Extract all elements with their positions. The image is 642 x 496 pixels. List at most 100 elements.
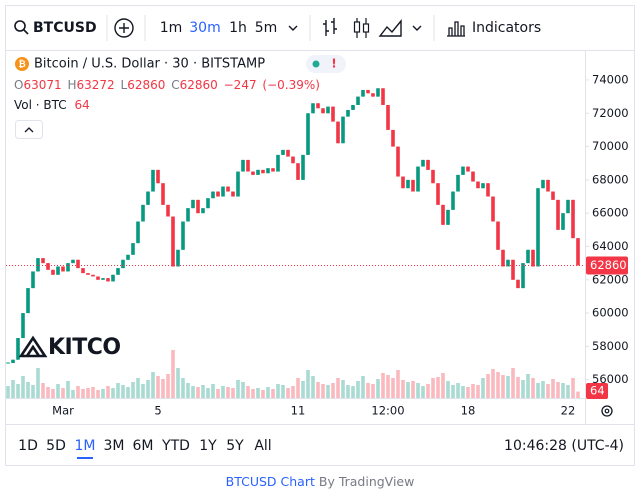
volume-bar — [311, 376, 315, 398]
candle — [281, 149, 285, 155]
collapse-icon — [24, 127, 34, 133]
volume-bar — [46, 387, 50, 398]
volume-bar — [216, 389, 220, 398]
volume-bar — [221, 386, 225, 398]
volume-bar — [86, 388, 90, 398]
candle — [396, 146, 400, 177]
volume-bar — [561, 383, 565, 398]
volume-bar — [276, 384, 280, 398]
symbol[interactable]: BTCUSD — [33, 20, 97, 36]
change: −247 — [224, 78, 257, 92]
ohlc-value: 63272 — [77, 78, 115, 92]
candle — [571, 199, 575, 239]
range-button[interactable]: 1Y — [199, 438, 217, 454]
candle — [196, 199, 200, 214]
candle — [526, 249, 530, 264]
collapse-button[interactable] — [15, 120, 43, 139]
area-icon[interactable] — [378, 19, 402, 37]
candle — [296, 163, 300, 180]
interval-button[interactable]: 5m — [255, 20, 278, 36]
volume-bar — [136, 378, 140, 398]
volume-legend: Vol · BTC 64 — [14, 98, 90, 112]
volume-bar — [196, 387, 200, 398]
volume-bar — [401, 380, 405, 398]
candle — [311, 103, 315, 114]
candle — [106, 278, 110, 282]
status-pill[interactable] — [306, 55, 346, 73]
candle — [221, 186, 225, 197]
candle — [176, 249, 180, 267]
settings-button[interactable] — [601, 405, 613, 417]
volume-bar — [501, 375, 505, 398]
volume-bar — [106, 386, 110, 398]
add-symbol[interactable] — [114, 18, 134, 38]
candle — [386, 104, 390, 130]
candle — [421, 159, 425, 167]
volume-bar — [376, 379, 380, 398]
y-tick-label: 62000 — [592, 272, 629, 286]
bars-icon[interactable] — [323, 18, 337, 36]
volume-bar — [451, 385, 455, 398]
candle — [141, 204, 145, 222]
candle — [376, 88, 380, 97]
volume-bar — [521, 380, 525, 398]
candle — [241, 159, 245, 172]
range-button[interactable]: 3M — [104, 438, 125, 454]
volume-bar — [231, 388, 235, 398]
volume-bar — [566, 385, 570, 398]
footer-link[interactable]: BTCUSD Chart — [226, 474, 315, 489]
indicators-button[interactable]: Indicators — [472, 20, 541, 36]
candle — [61, 266, 65, 272]
range-button[interactable]: 5Y — [226, 438, 244, 454]
volume-bar — [516, 377, 520, 398]
candle — [441, 204, 445, 225]
candle — [41, 258, 45, 264]
candle — [466, 166, 470, 172]
candle — [186, 208, 190, 222]
range-button[interactable]: 5D — [46, 438, 66, 454]
candle — [6, 362, 10, 364]
candle — [171, 216, 175, 267]
volume-bar — [121, 385, 125, 398]
range-button[interactable]: YTD — [161, 438, 190, 454]
candle — [261, 169, 265, 174]
volume-bar — [471, 384, 475, 398]
candle — [246, 159, 250, 172]
volume-bar — [131, 382, 135, 398]
candle — [501, 249, 505, 267]
footer-by: By TradingView — [319, 474, 414, 489]
search-icon[interactable] — [14, 20, 26, 32]
volume-bar — [266, 387, 270, 398]
range-button[interactable]: 1D — [18, 438, 38, 454]
y-tick-label: 56000 — [592, 372, 629, 386]
candle — [541, 179, 545, 189]
volume-bar — [166, 374, 170, 398]
interval-button[interactable]: 30m — [189, 20, 220, 36]
volume-bar — [211, 384, 215, 398]
candle — [451, 191, 455, 210]
volume-bar — [511, 368, 515, 398]
volume-bar — [301, 381, 305, 398]
chevron[interactable] — [288, 25, 298, 31]
ohlc-value: 62860 — [127, 78, 165, 92]
interval-button[interactable]: 1h — [229, 20, 247, 36]
y-tick-label: 66000 — [592, 206, 629, 220]
volume-bar — [441, 373, 445, 398]
x-tick-label: 22 — [561, 404, 576, 418]
volume-bar — [256, 388, 260, 398]
candle — [226, 186, 230, 192]
range-button[interactable]: All — [254, 438, 271, 454]
interval-button[interactable]: 1m — [160, 20, 183, 36]
candle — [131, 243, 135, 255]
candle — [236, 171, 240, 197]
candle — [71, 259, 75, 264]
range-button[interactable]: 6M — [133, 438, 154, 454]
volume-bar — [411, 381, 415, 398]
candle — [201, 208, 205, 214]
volume-bar — [396, 370, 400, 398]
volume-bar — [236, 380, 240, 398]
range-button[interactable]: 1M — [75, 438, 96, 454]
chevron[interactable] — [412, 25, 422, 31]
settings-icon — [604, 408, 610, 414]
candle — [211, 191, 215, 199]
